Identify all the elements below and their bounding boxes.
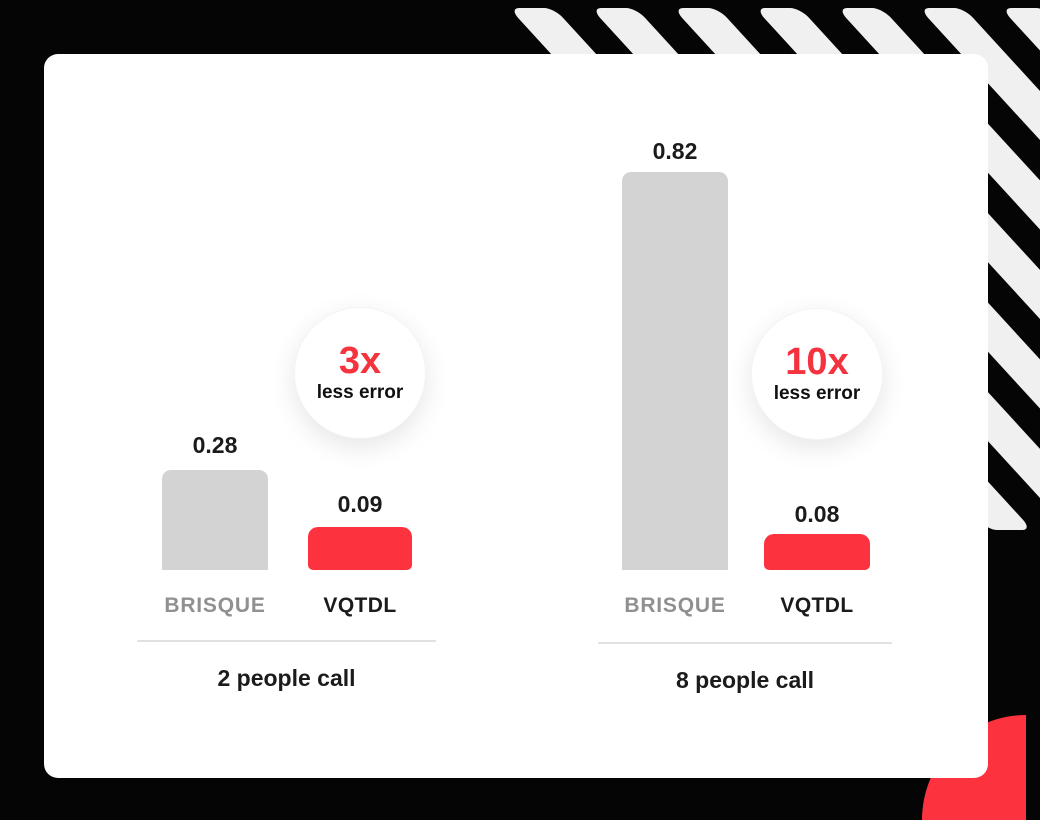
badge-multiplier: 10x — [785, 340, 849, 383]
divider-line — [137, 640, 436, 642]
category-label-vqtdl: VQTDL — [780, 594, 854, 617]
badge-caption: less error — [316, 381, 404, 403]
less-error-badge: 3x less error — [294, 307, 426, 439]
bar-vqtdl — [764, 534, 870, 570]
bar-brisque — [162, 470, 268, 570]
category-label-brisque: BRISQUE — [164, 594, 266, 617]
bar-value-vqtdl: 0.09 — [337, 491, 383, 517]
bar-value-brisque: 0.28 — [192, 432, 238, 458]
category-label-brisque: BRISQUE — [624, 594, 726, 617]
bar-value-brisque: 0.82 — [652, 138, 698, 164]
badge-caption: less error — [773, 382, 861, 404]
divider-line — [598, 642, 892, 644]
bar-vqtdl — [308, 527, 412, 570]
chart-title: 2 people call — [217, 665, 356, 691]
less-error-badge: 10x less error — [751, 308, 883, 440]
bar-brisque — [622, 172, 728, 570]
chart-title: 8 people call — [675, 667, 815, 693]
category-label-vqtdl: VQTDL — [323, 594, 397, 617]
badge-multiplier: 3x — [338, 339, 382, 382]
bar-value-vqtdl: 0.08 — [794, 501, 840, 527]
chart-card: 0.28 0.09 BRISQUE VQTDL 3x less error 2 … — [44, 54, 988, 778]
